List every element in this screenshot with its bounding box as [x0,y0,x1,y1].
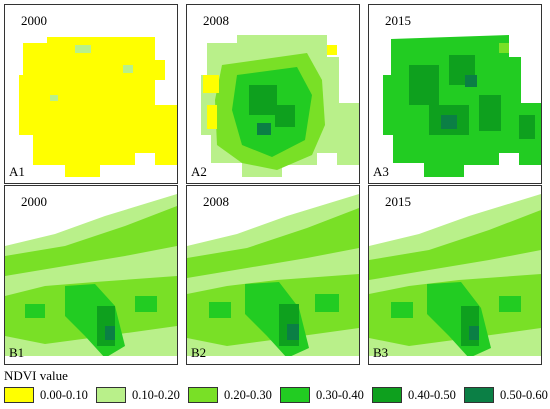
legend-swatch [372,387,402,403]
panel-label: A2 [191,164,207,179]
legend-label: 0.10-0.20 [132,388,180,402]
map-panel-b3: 2015 B3 [368,185,542,365]
panel-label: A1 [9,164,25,179]
panel-label: B2 [191,345,207,360]
panel-label: B1 [9,345,25,360]
map-panel-b2: 2008 B2 [186,185,360,365]
panel-year: 2015 [385,13,411,28]
legend-swatch [280,387,310,403]
panel-year: 2000 [21,13,47,28]
map-region-outline [19,37,177,177]
legend-label: 0.50-0.60 [500,388,548,402]
legend-label: 0.20-0.30 [224,388,272,402]
legend-swatch [96,387,126,403]
legend: 0.00-0.10 0.10-0.20 0.20-0.30 0.30-0.40 … [4,387,550,405]
legend-label: 0.00-0.10 [40,388,88,402]
legend-title: NDVI value [4,368,68,383]
legend-label: 0.30-0.40 [316,388,364,402]
legend-swatch [464,387,494,403]
map-panel-b1: 2000 B1 [4,185,178,365]
panel-year: 2015 [385,194,411,209]
panel-year: 2000 [21,194,47,209]
map-panel-a2: 2008 A2 [186,4,360,184]
panel-label: B3 [373,345,389,360]
map-panel-a3: 2015 A3 [368,4,542,184]
legend-swatch [4,387,34,403]
legend-label: 0.40-0.50 [408,388,456,402]
panel-year: 2008 [203,13,229,28]
legend-swatch [188,387,218,403]
panel-year: 2008 [203,194,229,209]
map-panel-a1: 2000 A1 [4,4,178,184]
panel-label: A3 [373,164,389,179]
